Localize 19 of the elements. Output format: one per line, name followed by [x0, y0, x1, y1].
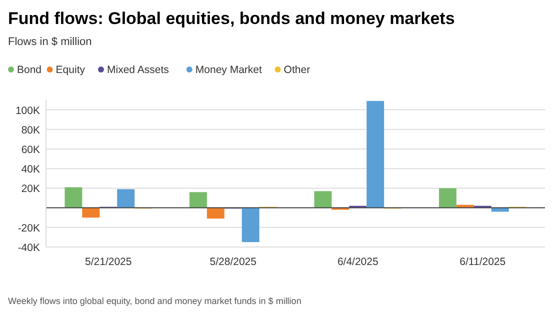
x-tick-label: 6/11/2025	[460, 256, 506, 268]
legend-label: Other	[284, 64, 311, 76]
y-tick-label: -20K	[18, 222, 40, 234]
text: Weekly flows into global equity, bond and money market funds in $ million	[8, 296, 302, 306]
x-tick-label: 5/21/2025	[85, 256, 132, 268]
x-tick-label: 5/28/2025	[210, 256, 257, 268]
legend-label: Bond	[17, 64, 42, 76]
y-tick-label: 80K	[21, 124, 40, 136]
y-tick-label: 100K	[15, 104, 40, 117]
y-tick-label: 40K	[21, 164, 40, 176]
chart-title: Fund flows: Global equities, bonds and money markets	[8, 9, 455, 28]
chart-subtitle: Flows in $ million	[8, 36, 92, 48]
y-tick-label: -40K	[18, 242, 40, 254]
legend-label: Mixed Assets	[107, 64, 169, 76]
legend-label: Equity	[56, 64, 86, 76]
y-tick-label: 60K	[21, 144, 40, 156]
x-tick-label: 6/4/2025	[337, 256, 378, 268]
legend-label: Money Market	[195, 64, 262, 76]
y-tick-label: 20K	[21, 183, 40, 196]
